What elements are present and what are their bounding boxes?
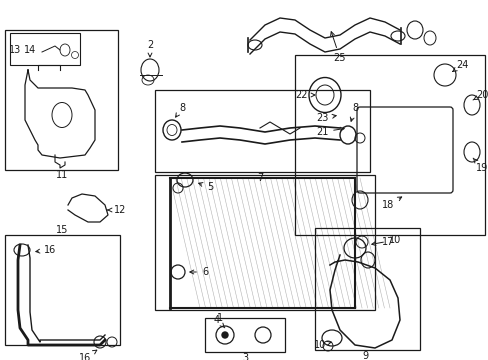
Text: 23: 23 [315, 113, 336, 123]
Text: 12: 12 [108, 205, 126, 215]
Text: 19: 19 [472, 158, 487, 173]
Text: 8: 8 [349, 103, 357, 121]
Text: 10: 10 [313, 340, 331, 350]
Bar [155, 90, 369, 172]
Text: 5: 5 [198, 182, 213, 192]
Text: 7: 7 [256, 173, 263, 183]
Bar [155, 175, 374, 310]
Text: 10: 10 [371, 235, 400, 246]
Bar [314, 228, 419, 350]
Text: 13: 13 [9, 45, 21, 55]
Text: 8: 8 [175, 103, 184, 117]
Text: 24: 24 [452, 60, 467, 72]
Text: 2: 2 [146, 40, 153, 57]
Text: 25: 25 [330, 32, 346, 63]
Text: 15: 15 [56, 225, 68, 235]
Ellipse shape [222, 332, 227, 338]
Bar [10, 33, 80, 65]
Text: 16: 16 [79, 350, 97, 360]
Text: 1: 1 [217, 313, 223, 323]
Text: 11: 11 [56, 170, 68, 180]
Text: 16: 16 [36, 245, 56, 255]
Text: 17: 17 [381, 237, 393, 247]
Bar [5, 30, 118, 170]
Text: 4: 4 [214, 315, 224, 328]
Bar [5, 235, 120, 345]
Text: 6: 6 [189, 267, 207, 277]
Text: 18: 18 [381, 197, 401, 210]
Text: 20: 20 [472, 90, 487, 100]
Bar [294, 55, 484, 235]
Text: 22: 22 [295, 90, 314, 100]
Text: 3: 3 [242, 353, 247, 360]
Text: 9: 9 [361, 351, 367, 360]
Bar [204, 318, 285, 352]
Text: 21: 21 [315, 127, 344, 137]
Text: 14: 14 [24, 45, 36, 55]
